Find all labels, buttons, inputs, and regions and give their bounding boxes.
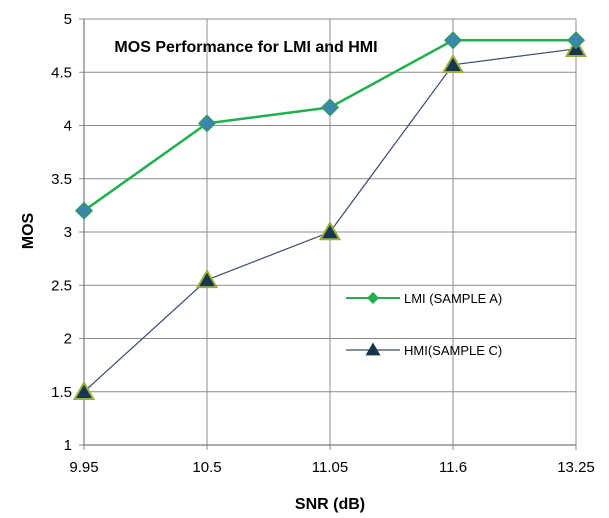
grid [79, 18, 577, 450]
x-tick-label: 11.6 [439, 459, 467, 476]
y-tick-label: 3.5 [51, 171, 72, 188]
data-point-triangle [441, 53, 465, 73]
legend-marker [365, 342, 381, 356]
y-tick-label: 4.5 [51, 64, 72, 81]
data-point-diamond [197, 114, 217, 133]
data-point-diamond [74, 201, 94, 220]
data-point-triangle [318, 221, 342, 241]
data-point-diamond [320, 98, 340, 117]
y-tick-label: 4 [64, 118, 72, 135]
series [72, 31, 588, 400]
x-tick-label: 13.25 [557, 459, 595, 476]
legend-label: HMI(SAMPLE C) [404, 343, 502, 358]
data-point-diamond [443, 31, 463, 50]
y-tick-label: 3 [64, 224, 72, 241]
tick-labels: 1 1.5 2 2.5 3 3.5 4 4.5 5 9.95 10.5 11.05 11.6 13.25 [51, 11, 595, 476]
x-tick-label: 9.95 [69, 459, 98, 476]
data-point-triangle [72, 380, 96, 400]
y-tick-label: 2.5 [51, 277, 72, 294]
y-tick-label: 5 [64, 11, 72, 28]
y-tick-label: 1 [64, 437, 72, 454]
x-axis-label: SNR (dB) [295, 496, 365, 513]
y-axis-label: MOS [20, 212, 37, 249]
legend-marker [366, 291, 380, 305]
y-tick-label: 1.5 [51, 384, 72, 401]
legend-label: LMI (SAMPLE A) [404, 291, 502, 306]
x-tick-label: 10.5 [192, 459, 221, 476]
data-point-diamond [566, 31, 586, 50]
y-tick-label: 2 [64, 331, 72, 348]
x-tick-label: 11.05 [312, 459, 348, 476]
chart-title: MOS Performance for LMI and HMI [114, 39, 377, 56]
data-point-triangle [195, 268, 219, 289]
legend: LMI (SAMPLE A) HMI(SAMPLE C) [346, 291, 502, 358]
